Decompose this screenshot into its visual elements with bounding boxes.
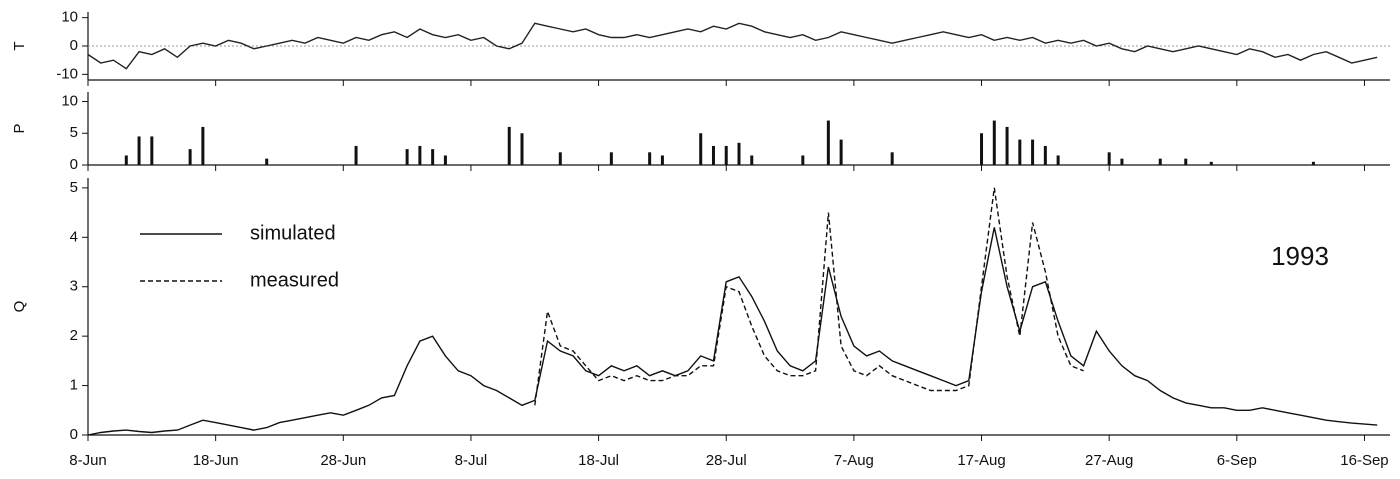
y-tick-label: 0 — [70, 426, 78, 443]
y-tick-label: 2 — [70, 327, 78, 344]
bar — [801, 155, 805, 165]
x-tick-label: 6-Sep — [1217, 452, 1257, 469]
bar — [1043, 145, 1047, 165]
x-tick-label: 8-Jun — [69, 452, 107, 469]
bar — [699, 133, 703, 165]
bar — [507, 126, 511, 165]
x-tick-label: 18-Jul — [578, 452, 619, 469]
bar — [648, 152, 652, 165]
bar — [890, 152, 894, 165]
bar — [1005, 126, 1009, 165]
x-tick-label: 27-Aug — [1085, 452, 1133, 469]
y-tick-label: 1 — [70, 377, 78, 394]
y-tick-label: 0 — [70, 37, 78, 54]
x-tick-label: 18-Jun — [193, 452, 239, 469]
bar — [124, 155, 128, 165]
bar — [443, 155, 447, 165]
y-tick-label: 5 — [70, 179, 78, 196]
x-tick-label: 16-Sep — [1340, 452, 1388, 469]
x-tick-label: 17-Aug — [957, 452, 1005, 469]
bar — [354, 145, 358, 165]
y-tick-label: -10 — [56, 65, 78, 82]
y-tick-label: 10 — [61, 9, 78, 26]
bar — [750, 155, 754, 165]
bar — [826, 120, 830, 165]
bar — [980, 133, 984, 165]
y-axis-label: T — [11, 41, 28, 50]
y-tick-label: 3 — [70, 278, 78, 295]
y-tick-label: 10 — [61, 92, 78, 109]
bar — [737, 142, 741, 165]
bar — [265, 158, 269, 165]
bar — [1311, 161, 1315, 165]
bar — [1184, 158, 1188, 165]
bar — [520, 133, 524, 165]
y-axis-label: Q — [11, 301, 28, 313]
bar — [839, 139, 843, 165]
bar — [431, 149, 435, 165]
bar — [137, 136, 141, 165]
data-line — [87, 22, 1378, 70]
annotation: 1993 — [1271, 241, 1329, 271]
data-line — [87, 227, 1378, 436]
bar — [405, 149, 409, 165]
data-line — [534, 187, 1084, 406]
y-tick-label: 4 — [70, 228, 78, 245]
y-axis-label: P — [11, 123, 28, 133]
x-tick-label: 28-Jul — [706, 452, 747, 469]
bar — [992, 120, 996, 165]
bar — [188, 149, 192, 165]
bar — [1158, 158, 1162, 165]
bar — [150, 136, 154, 165]
bar — [1031, 139, 1035, 165]
bar — [1120, 158, 1124, 165]
x-tick-label: 28-Jun — [320, 452, 366, 469]
bar — [609, 152, 613, 165]
bar — [558, 152, 562, 165]
bar — [1209, 161, 1213, 165]
bar — [1018, 139, 1022, 165]
bar — [201, 126, 205, 165]
y-tick-label: 5 — [70, 124, 78, 141]
y-tick-label: 0 — [70, 156, 78, 173]
legend-label: simulated — [250, 222, 336, 244]
bar — [724, 145, 728, 165]
legend-label: measured — [250, 269, 339, 291]
bar — [1107, 152, 1111, 165]
bar — [711, 145, 715, 165]
bar — [418, 145, 422, 165]
x-tick-label: 7-Aug — [834, 452, 874, 469]
bar — [1056, 155, 1060, 165]
x-tick-label: 8-Jul — [455, 452, 488, 469]
bar — [660, 155, 664, 165]
